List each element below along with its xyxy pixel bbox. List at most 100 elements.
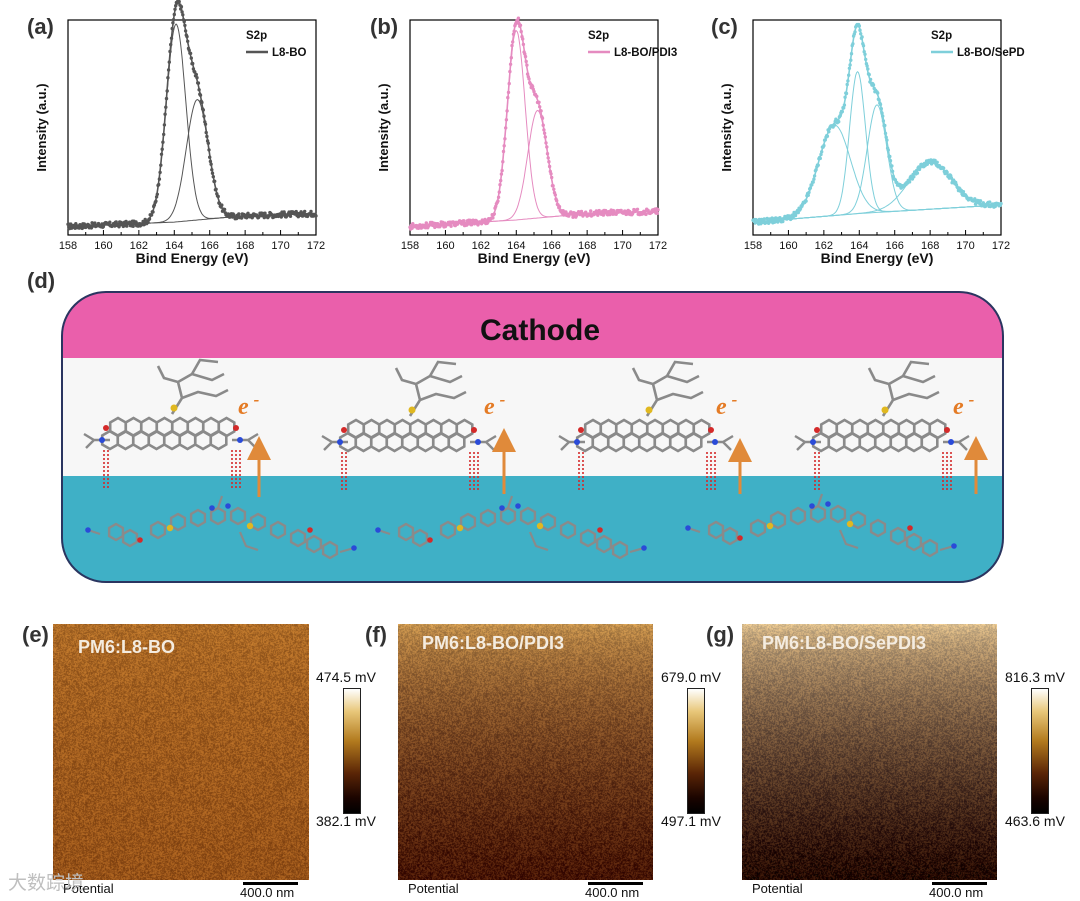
afm-map-g bbox=[742, 624, 997, 880]
legend-label: L8-BO/PDI3 bbox=[614, 47, 677, 59]
data-point bbox=[644, 212, 648, 217]
aromatic-ring bbox=[749, 518, 767, 538]
x-tick-label: 170 bbox=[956, 240, 974, 252]
aromatic-ring bbox=[305, 534, 323, 554]
aromatic-ring bbox=[849, 510, 867, 530]
aromatic-ring bbox=[579, 528, 597, 548]
propeller-arm bbox=[631, 360, 704, 417]
data-point bbox=[424, 221, 428, 225]
nitrogen-atom bbox=[375, 527, 381, 533]
sulfur-atom bbox=[246, 522, 254, 530]
pdi-molecule bbox=[321, 360, 497, 490]
scale-label-g: 400.0 nm bbox=[929, 885, 984, 900]
nitrogen-atom bbox=[515, 503, 521, 509]
aromatic-ring bbox=[397, 522, 415, 542]
colorbar-g-min: 463.6 mV bbox=[1005, 813, 1065, 829]
afm-title-e: PM6:L8-BO bbox=[78, 637, 176, 657]
electron-charge: - bbox=[731, 390, 738, 409]
x-tick-label: 164 bbox=[507, 240, 525, 252]
data-point bbox=[300, 214, 305, 218]
side-chain bbox=[87, 495, 355, 554]
data-point bbox=[614, 212, 618, 216]
electron-charge: - bbox=[968, 390, 975, 409]
oxygen-atom bbox=[578, 427, 584, 433]
data-point bbox=[125, 224, 129, 228]
data-point bbox=[93, 221, 97, 225]
heteroatom bbox=[170, 404, 178, 412]
x-tick-label: 168 bbox=[236, 240, 254, 252]
afm-map-f bbox=[398, 624, 653, 880]
x-tick-label: 158 bbox=[744, 240, 762, 252]
aromatic-ring bbox=[439, 520, 457, 540]
afm-title-g: PM6:L8-BO/SePDI3 bbox=[762, 633, 927, 653]
oxygen-atom bbox=[307, 527, 313, 533]
data-point bbox=[69, 222, 73, 226]
aromatic-ring bbox=[789, 506, 807, 526]
nitrogen-atom bbox=[641, 545, 647, 551]
scale-bar-e bbox=[243, 882, 298, 885]
scale-label-e: 400.0 nm bbox=[240, 885, 295, 900]
x-tick-label: 172 bbox=[649, 240, 667, 252]
nitrogen-atom bbox=[351, 545, 357, 551]
data-point bbox=[978, 199, 983, 203]
nitrogen-atom bbox=[99, 437, 105, 443]
electron-symbol: e bbox=[953, 394, 964, 420]
pdi-molecule bbox=[83, 358, 259, 488]
nitrogen-atom bbox=[825, 501, 831, 507]
aromatic-ring bbox=[611, 540, 629, 560]
envelope-line bbox=[68, 1, 316, 228]
afm-map-e bbox=[53, 624, 309, 880]
data-point bbox=[601, 213, 606, 217]
x-tick-label: 164 bbox=[165, 240, 183, 252]
aromatic-ring bbox=[559, 520, 577, 540]
l8bo-molecule bbox=[85, 495, 357, 560]
x-tick-label: 172 bbox=[992, 240, 1010, 252]
data-point bbox=[131, 224, 135, 228]
propeller-arm bbox=[156, 358, 229, 415]
aromatic-ring bbox=[321, 540, 339, 560]
scale-label-f: 400.0 nm bbox=[585, 885, 640, 900]
side-chain bbox=[377, 495, 645, 554]
aromatic-ring bbox=[595, 534, 613, 554]
electron-symbol: e bbox=[484, 394, 495, 420]
data-point bbox=[656, 208, 660, 212]
propeller-arm bbox=[394, 360, 467, 417]
aromatic-ring bbox=[539, 512, 557, 532]
nitrogen-atom bbox=[574, 439, 580, 445]
x-axis-label: Bind Energy (eV) bbox=[821, 250, 934, 266]
nitrogen-atom bbox=[810, 439, 816, 445]
x-tick-label: 172 bbox=[307, 240, 325, 252]
nitrogen-atom bbox=[499, 505, 505, 511]
chart-title: S2p bbox=[931, 30, 952, 42]
nitrogen-atom bbox=[951, 543, 957, 549]
x-axis-label: Bind Energy (eV) bbox=[478, 250, 591, 266]
aromatic-ring bbox=[499, 506, 517, 526]
colorbar-f bbox=[687, 688, 705, 814]
x-tick-label: 160 bbox=[94, 240, 112, 252]
x-tick-label: 162 bbox=[815, 240, 833, 252]
fit-component-1 bbox=[409, 29, 659, 227]
l8bo-molecule bbox=[685, 493, 957, 558]
panel-label-e: (e) bbox=[22, 622, 49, 647]
data-point bbox=[449, 224, 453, 228]
pdi-molecules bbox=[83, 358, 970, 490]
x-tick-label: 166 bbox=[201, 240, 219, 252]
x-tick-label: 158 bbox=[401, 240, 419, 252]
scale-bar-g bbox=[932, 882, 987, 885]
data-point bbox=[589, 209, 593, 213]
nitrogen-atom bbox=[85, 527, 91, 533]
x-tick-label: 162 bbox=[130, 240, 148, 252]
colorbar-g bbox=[1031, 688, 1049, 814]
electron-charge: - bbox=[253, 390, 260, 409]
envelope-line bbox=[752, 24, 1001, 223]
oxygen-atom bbox=[737, 535, 743, 541]
y-axis-label: Intensity (a.u.) bbox=[34, 83, 49, 171]
aromatic-ring bbox=[289, 528, 307, 548]
x-tick-label: 168 bbox=[578, 240, 596, 252]
oxygen-atom bbox=[137, 537, 143, 543]
nitrogen-atom bbox=[237, 437, 243, 443]
aromatic-ring bbox=[107, 522, 125, 542]
nitrogen-atom bbox=[685, 525, 691, 531]
data-point bbox=[288, 214, 293, 218]
x-tick-label: 166 bbox=[886, 240, 904, 252]
